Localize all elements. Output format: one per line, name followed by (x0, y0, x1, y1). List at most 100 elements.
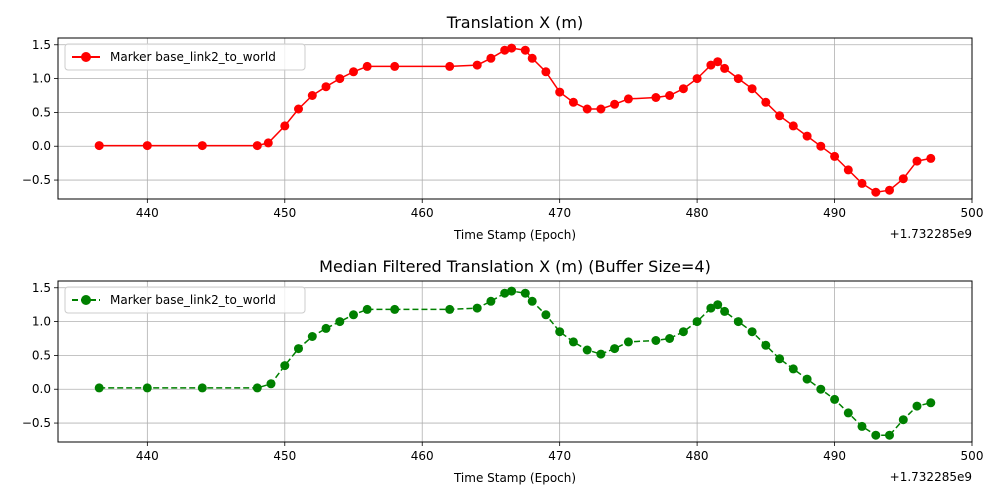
axes-frame (57, 37, 973, 200)
data-point (912, 156, 922, 166)
legend-label: Marker base_link2_to_world (110, 293, 276, 307)
data-point (266, 379, 276, 389)
data-point (94, 141, 104, 151)
data-point (871, 187, 881, 197)
data-point (596, 104, 606, 114)
data-point (713, 57, 723, 67)
legend-box (64, 286, 306, 314)
data-point (307, 91, 317, 100)
data-point (816, 384, 826, 394)
x-tick-label: 440 (136, 449, 159, 463)
x-axis-ticks: 440 450 460 470 480 490 500 (136, 199, 984, 220)
data-point (390, 304, 400, 314)
data-point (541, 67, 551, 77)
data-point (252, 141, 262, 151)
data-point (692, 317, 702, 327)
data-point (802, 131, 812, 141)
data-point (335, 74, 345, 84)
legend-label: Marker base_link2_to_world (110, 50, 276, 64)
axes-frame (57, 280, 973, 443)
data-point (926, 153, 936, 163)
legend: Marker base_link2_to_world (64, 286, 306, 314)
data-point (294, 104, 303, 114)
data-point (486, 296, 496, 306)
chart-title: Translation X (m) (446, 13, 583, 32)
x-tick-label: 500 (961, 206, 984, 220)
data-point (706, 303, 716, 313)
x-axis-label: Time Stamp (Epoch) (453, 228, 576, 242)
data-point (507, 286, 517, 296)
data-point (678, 327, 688, 337)
legend-box (64, 43, 306, 71)
data-point (486, 53, 496, 63)
data-point (733, 74, 743, 84)
x-tick-label: 460 (411, 449, 434, 463)
data-point (843, 408, 853, 418)
data-point (733, 317, 743, 327)
data-point (651, 93, 661, 102)
x-tick-label: 480 (686, 206, 709, 220)
y-tick-label: 0.0 (32, 139, 51, 153)
data-point (307, 332, 317, 341)
data-point (445, 61, 455, 71)
data-point (142, 383, 152, 393)
data-point (802, 374, 812, 384)
data-point (472, 60, 482, 70)
x-tick-label: 450 (273, 206, 296, 220)
data-point (335, 317, 345, 327)
data-point (568, 97, 578, 107)
data-point (500, 45, 510, 55)
data-point (362, 61, 372, 71)
y-tick-label: 1.5 (32, 38, 51, 52)
legend-marker-swatch (81, 295, 91, 305)
data-point (830, 394, 840, 404)
data-point (142, 141, 152, 151)
chart-panel-filtered: Median Filtered Translation X (m) (Buffe… (22, 257, 984, 485)
data-point (926, 398, 936, 408)
x-tick-label: 480 (686, 449, 709, 463)
x-tick-label: 440 (136, 206, 159, 220)
data-point (349, 310, 358, 320)
data-point (263, 138, 273, 148)
data-point (520, 45, 530, 55)
data-point (665, 91, 675, 100)
data-point (843, 165, 853, 175)
data-point (527, 296, 537, 306)
data-point (720, 63, 730, 73)
data-point (857, 178, 867, 188)
legend: Marker base_link2_to_world (64, 43, 306, 71)
y-tick-label: −0.5 (22, 416, 51, 430)
data-point (541, 310, 551, 320)
data-point (507, 43, 517, 53)
data-point (445, 304, 455, 314)
legend-marker-swatch (81, 52, 91, 62)
data-point (568, 337, 578, 347)
x-tick-label: 490 (823, 449, 846, 463)
data-point (623, 94, 633, 104)
data-point (472, 303, 482, 313)
y-tick-label: −0.5 (22, 173, 51, 187)
data-point (280, 361, 290, 371)
data-point (555, 327, 565, 337)
x-tick-label: 490 (823, 206, 846, 220)
data-point (349, 67, 358, 77)
x-axis-offset: +1.732285e9 (890, 470, 972, 484)
y-tick-label: 1.0 (32, 72, 51, 86)
data-point (692, 74, 702, 84)
data-point (596, 349, 606, 359)
data-point (500, 288, 510, 298)
data-point (527, 53, 537, 63)
data-point (197, 141, 207, 151)
data-point (706, 60, 716, 70)
x-tick-label: 450 (273, 449, 296, 463)
y-tick-label: 1.0 (32, 315, 51, 329)
data-point (94, 383, 104, 393)
data-point (713, 300, 723, 310)
data-point (555, 87, 565, 97)
data-point (885, 185, 894, 195)
x-tick-label: 460 (411, 206, 434, 220)
data-point (678, 84, 688, 94)
series-layer (94, 43, 936, 197)
y-tick-label: 0.0 (32, 382, 51, 396)
